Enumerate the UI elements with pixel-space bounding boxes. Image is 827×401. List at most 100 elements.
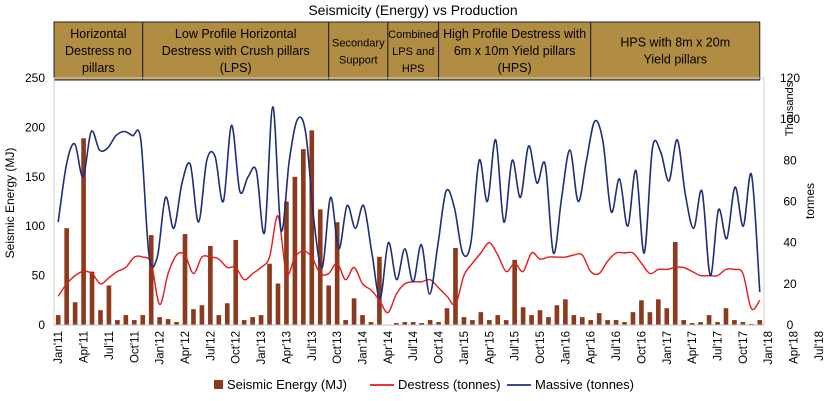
seismic-energy-bar (191, 309, 196, 325)
seismic-energy-bar (554, 305, 560, 325)
seismic-energy-bar (157, 317, 162, 325)
x-axis-tick: Jan'15 (459, 331, 471, 365)
seismic-energy-bar (723, 308, 729, 325)
seismic-energy-bar (520, 307, 526, 325)
seismic-energy-bar (656, 299, 661, 325)
production-lines (57, 105, 761, 314)
seismic-energy-bar (165, 319, 171, 325)
x-axis-tick: Oct'15 (535, 331, 547, 364)
seismic-energy-bar (402, 322, 408, 325)
seismic-energy-bar (647, 312, 653, 325)
left-axis-tick: 100 (25, 219, 45, 233)
seismic-energy-bar (740, 322, 746, 325)
seismic-energy-bar (174, 322, 179, 325)
seismic-energy-bar (301, 149, 306, 325)
phase-label: pillars (82, 61, 115, 75)
seismic-energy-bar (241, 320, 247, 325)
right-axis-tick: 20 (783, 277, 797, 291)
x-axis-tick: Jul'11 (104, 331, 116, 360)
seismic-energy-bar (529, 315, 534, 325)
seismic-energy-bar (579, 317, 585, 325)
seismic-energy-bar (98, 310, 103, 325)
right-axis-unit-label: Thousands (784, 81, 796, 136)
seismic-energy-bar (605, 320, 610, 325)
seismic-energy-bar (698, 322, 703, 325)
x-axis-tick: Oct'11 (129, 331, 141, 363)
phase-label: High Profile Destress with (443, 27, 586, 41)
seismic-energy-bar (664, 308, 670, 325)
seismic-energy-bar (131, 320, 137, 325)
seismic-energy-bar (689, 323, 695, 325)
x-axis-tick: Jul'18 (814, 331, 826, 361)
x-axis-tick: Jul'14 (408, 330, 420, 360)
seismic-energy-bar (486, 320, 492, 325)
x-axis-tick: Oct'14 (434, 330, 446, 363)
x-axis-tick: Apr'13 (281, 331, 293, 364)
right-axis-label: tonnes (803, 183, 817, 219)
phase-band (328, 21, 389, 81)
seismic-energy-bar (495, 315, 501, 325)
x-axis-tick: Jan'14 (358, 330, 370, 364)
phase-label: Horizontal (70, 27, 126, 41)
plot-frame (53, 77, 765, 326)
x-axis-tick: Oct'12 (231, 331, 243, 364)
seismic-energy-bar (512, 259, 517, 325)
phase-label: HPS with 8m x 20m (620, 36, 730, 50)
left-axis-tick: 50 (32, 269, 46, 283)
destress-tonnes-line (57, 215, 761, 314)
phase-band (142, 21, 330, 81)
seismic-energy-bar (284, 201, 289, 325)
seismic-energy-bar (250, 317, 255, 325)
legend-label: Seismic Energy (MJ) (227, 377, 347, 392)
legend-swatch-seismic-energy (214, 380, 223, 389)
phase-label: (HPS) (498, 61, 532, 75)
x-axis-tick: Apr'11 (79, 331, 91, 363)
x-axis-tick: Apr'15 (484, 331, 496, 364)
x-axis-tick: Jul'15 (510, 331, 522, 361)
x-axis-tick: Oct'16 (636, 331, 648, 364)
phase-label: Support (339, 55, 378, 67)
massive-tonnes-line (57, 105, 761, 300)
x-axis-tick: Jul'16 (611, 331, 623, 361)
x-axis-tick: Jan'18 (763, 331, 775, 365)
left-axis-tick: 250 (25, 71, 45, 85)
phase-label: 6m x 10m Yield pillars (454, 44, 576, 58)
x-axis-tick: Jul'13 (307, 331, 319, 361)
seismic-energy-bar (444, 308, 450, 325)
seismic-energy-bar (461, 317, 467, 325)
left-axis-tick: 150 (25, 170, 45, 184)
seismic-energy-bar (309, 130, 315, 325)
seismic-energy-bar (393, 323, 399, 325)
x-axis-tick: Jul'17 (713, 331, 725, 361)
seismic-energy-bar (148, 235, 154, 325)
seismic-energy-bar (351, 298, 357, 325)
left-axis-tick: 0 (38, 318, 45, 332)
phase-label: Secondary (332, 38, 385, 50)
phase-label: Destress no (65, 44, 132, 58)
right-axis-tick: 0 (787, 318, 794, 332)
seismic-energy-bar (613, 320, 619, 325)
x-axis-tick: Apr'17 (687, 331, 699, 364)
seismic-energy-bar (334, 222, 340, 325)
seismic-energy-bar (199, 305, 205, 325)
legend-label: Massive (tonnes) (535, 377, 634, 392)
seismic-energy-bar (216, 315, 222, 325)
seismic-energy-bar (360, 315, 365, 325)
phase-band (438, 21, 592, 81)
right-axis-tick: 100 (780, 112, 800, 126)
seismic-energy-bar (292, 176, 298, 325)
legend-label: Destress (tonnes) (398, 377, 501, 392)
x-axis-tick: Jan'16 (560, 331, 572, 365)
x-axis-tick: Apr'16 (586, 331, 598, 364)
x-axis-tick: Jan'13 (256, 331, 268, 365)
seismic-energy-bar (622, 322, 627, 325)
axes: 0 50 100 150 200 250 0 20 40 60 80 100 120 Jan'11 Apr'… (25, 71, 826, 365)
seismic-energy-bar (140, 315, 146, 325)
right-axis-tick: 120 (780, 71, 800, 85)
chart-title: Seismicity (Energy) vs Production (308, 2, 517, 18)
seismic-energy-bar (81, 138, 86, 325)
seismic-energy-bar (436, 322, 441, 325)
right-axis-tick: 60 (783, 195, 797, 209)
left-axis-label: Seismic Energy (MJ) (3, 148, 17, 259)
